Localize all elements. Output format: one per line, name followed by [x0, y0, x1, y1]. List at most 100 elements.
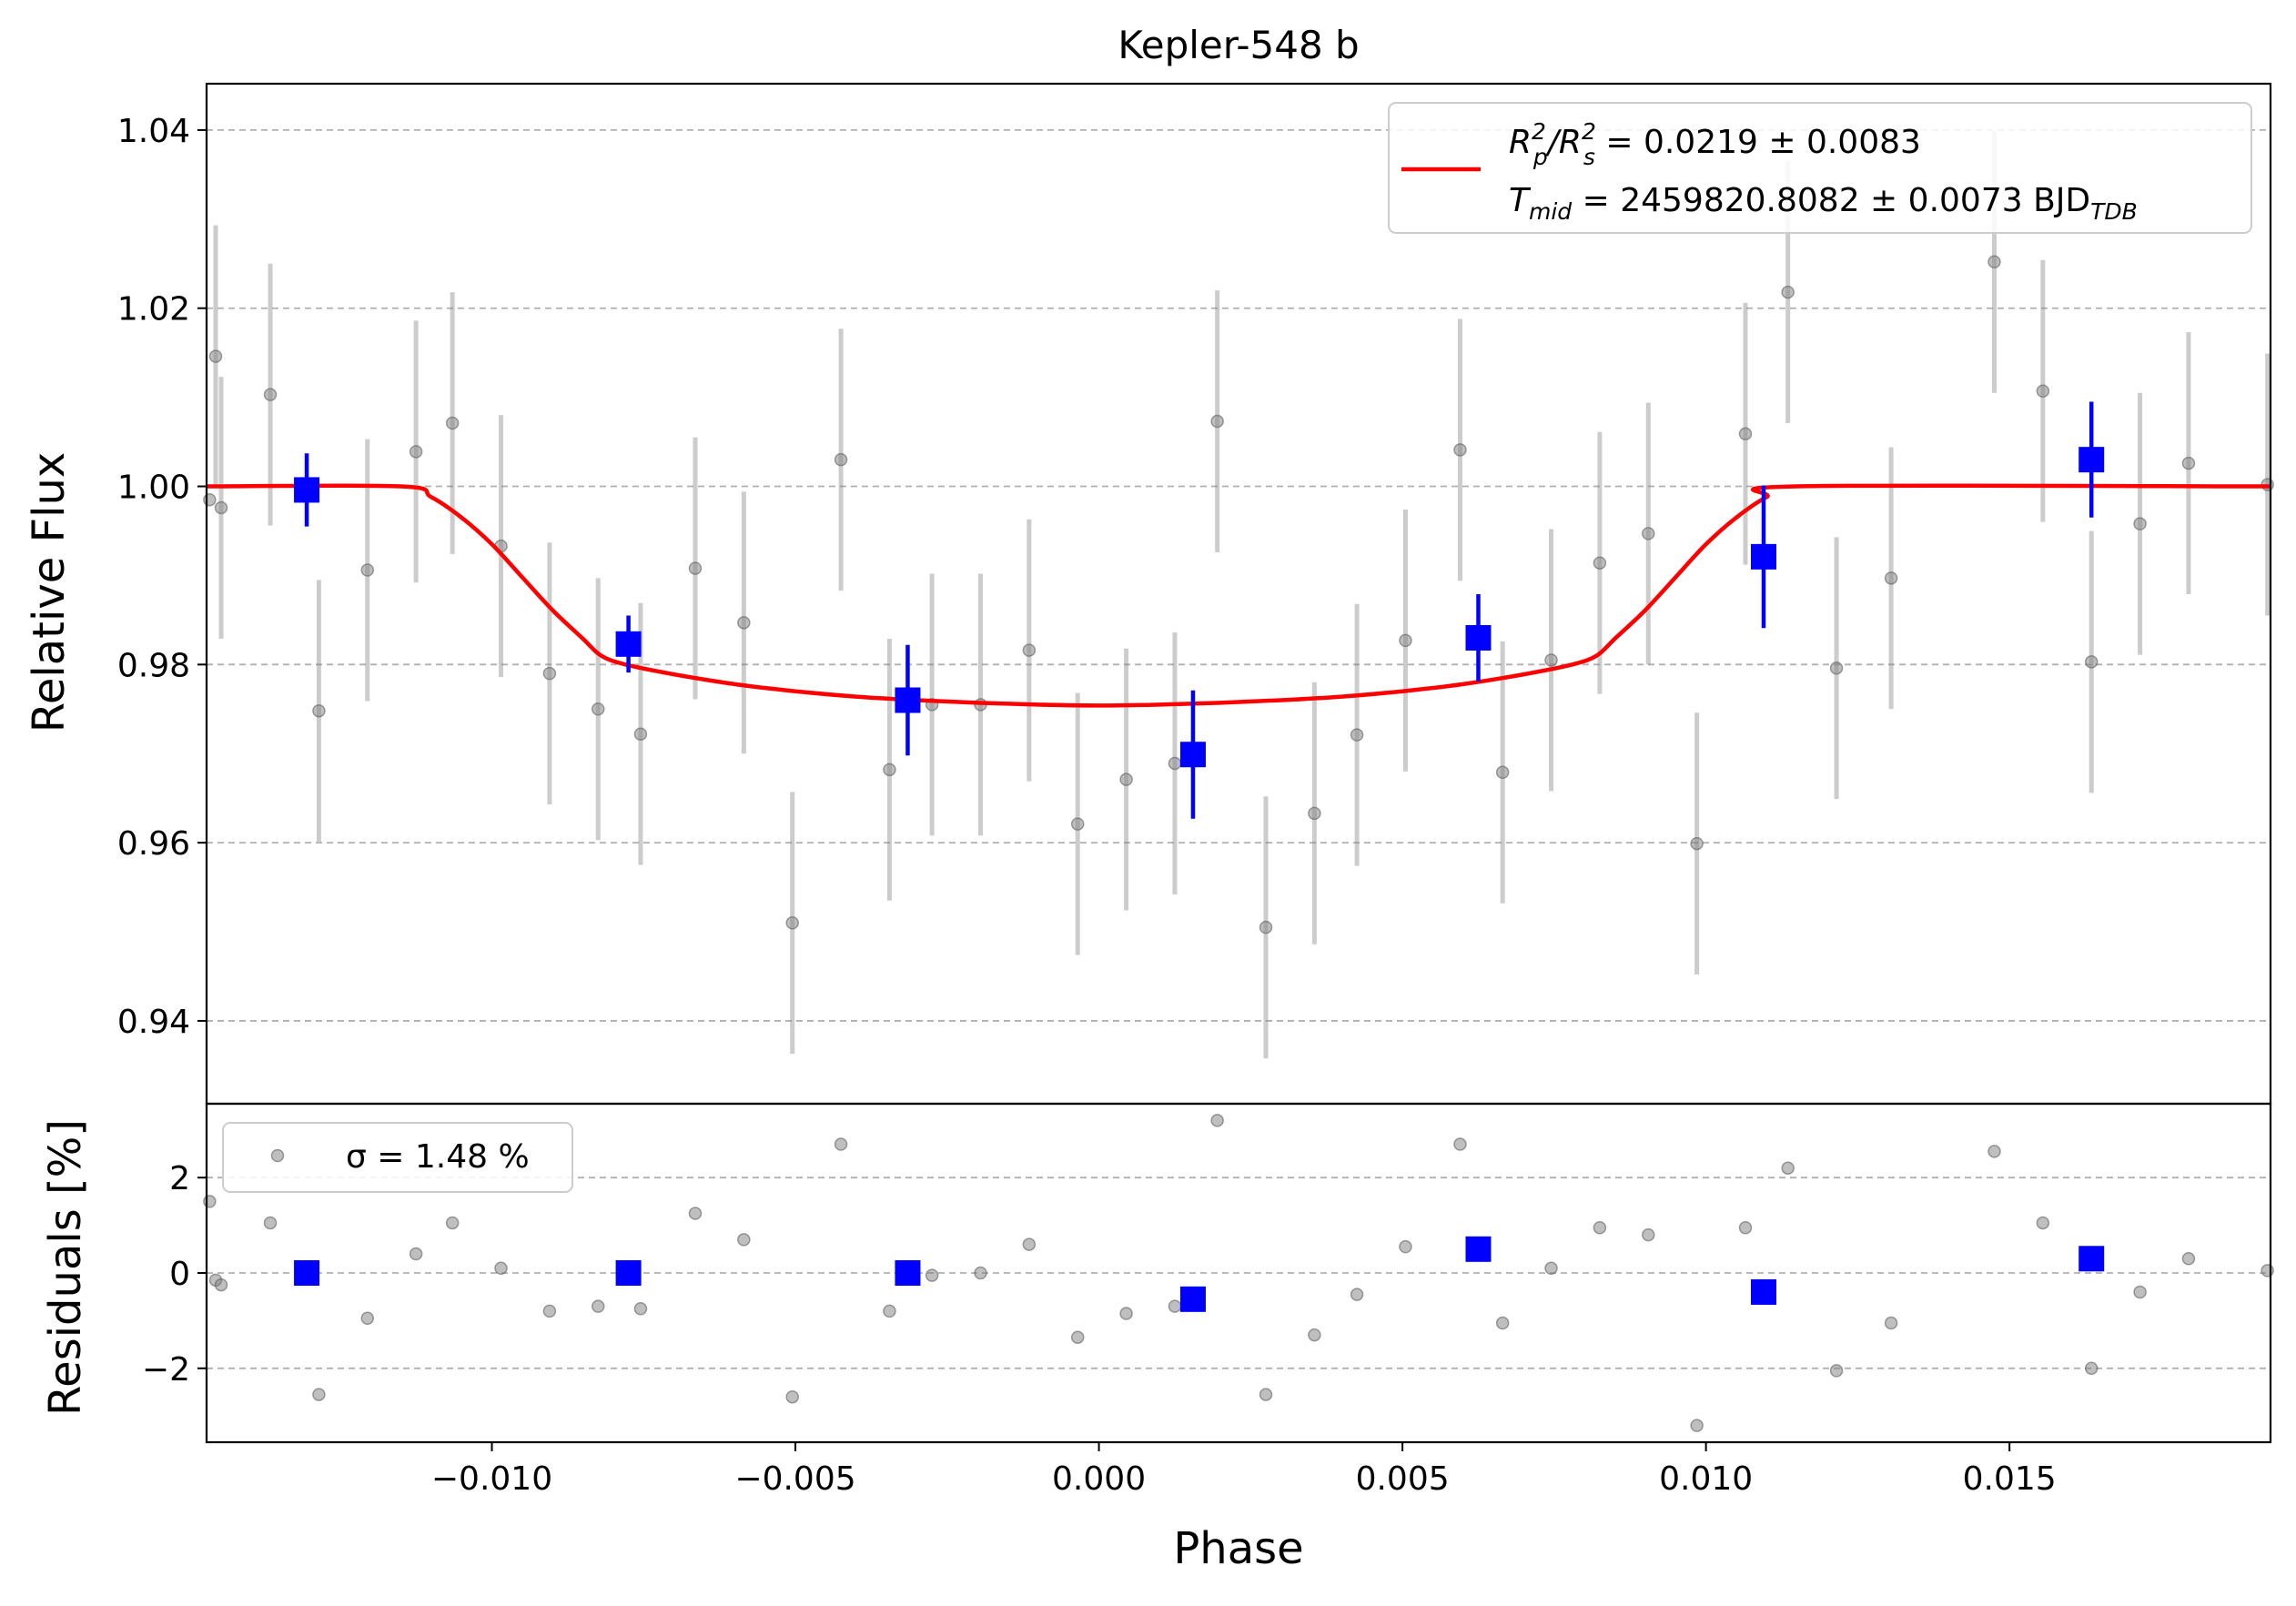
data-point	[1988, 255, 2001, 269]
residual-point	[494, 1261, 508, 1276]
bottom-y-tick-label: 2	[169, 1160, 190, 1197]
residual-point	[1738, 1220, 1753, 1235]
x-tick-label: 0.015	[1963, 1460, 2057, 1498]
data-point	[1690, 836, 1704, 851]
top-y-tick-label: 0.94	[117, 1004, 190, 1041]
data-point	[214, 500, 228, 515]
x-tick-label: 0.005	[1356, 1460, 1450, 1498]
binned-point	[1751, 543, 1777, 570]
residual-point	[1593, 1220, 1607, 1235]
data-point	[1308, 806, 1321, 821]
residual-point	[409, 1247, 423, 1261]
binned-residual-point	[2079, 1246, 2105, 1272]
binned-residual-point	[1179, 1286, 1206, 1312]
data-point	[737, 616, 751, 630]
residual-point	[1495, 1316, 1510, 1330]
residual-point	[214, 1278, 228, 1292]
data-point	[1119, 773, 1133, 786]
data-point	[1259, 920, 1273, 934]
residual-point	[883, 1304, 896, 1318]
binned-residual-point	[615, 1260, 642, 1286]
top-legend-box	[1388, 102, 2252, 234]
residual-point	[1453, 1137, 1467, 1151]
residual-point	[974, 1266, 987, 1280]
data-point	[1884, 571, 1898, 585]
residual-point	[1350, 1288, 1364, 1301]
residual-point	[688, 1207, 703, 1220]
residual-point	[925, 1268, 939, 1282]
bottom-y-tick-label: −2	[142, 1351, 190, 1389]
top-legend: R2 p/R2 s = 0.0219 ± 0.0083 Tmid = 2459820…	[1388, 102, 2252, 234]
residual-point	[1781, 1161, 1795, 1175]
data-point	[633, 727, 648, 741]
residual-point	[2261, 1264, 2274, 1278]
residual-point	[1070, 1330, 1085, 1344]
data-point	[445, 416, 460, 430]
data-point	[2133, 517, 2147, 530]
data-point	[1593, 556, 1607, 570]
data-point	[1022, 643, 1037, 657]
data-point	[2181, 456, 2196, 470]
data-point	[1070, 817, 1085, 831]
binned-point	[1179, 742, 1206, 768]
legend-residual-marker	[270, 1148, 285, 1163]
data-point	[1453, 443, 1467, 457]
data-point	[688, 561, 703, 575]
residual-point	[445, 1216, 460, 1230]
data-point	[834, 452, 848, 467]
data-point	[1544, 653, 1558, 667]
binned-residual-point	[294, 1260, 320, 1286]
residual-point	[1642, 1227, 1655, 1242]
residual-point	[312, 1388, 326, 1401]
residual-point	[542, 1304, 557, 1318]
x-axis-label: Phase	[1173, 1523, 1303, 1574]
data-point	[263, 388, 278, 401]
bottom-y-axis-label: Residuals [%]	[40, 1119, 91, 1416]
data-point	[2084, 655, 2099, 669]
residual-point	[2181, 1252, 2196, 1266]
data-point	[1495, 765, 1510, 780]
top-panel-y-ticks: 0.94 0.96 0.98 1.00 1.02 1.04	[117, 113, 207, 1041]
top-panel-binned	[294, 401, 2105, 819]
bottom-y-tick-label: 0	[169, 1256, 190, 1293]
x-tick-label: 0.010	[1659, 1460, 1753, 1498]
binned-point	[1465, 624, 1492, 651]
residual-point	[1690, 1419, 1704, 1432]
data-point	[208, 349, 223, 363]
data-point	[203, 492, 217, 507]
residual-point	[1259, 1388, 1273, 1401]
data-point	[883, 763, 896, 777]
top-y-tick-label: 0.98	[117, 647, 190, 684]
residual-point	[1168, 1299, 1182, 1313]
residual-point	[785, 1389, 799, 1404]
binned-residual-point	[1465, 1236, 1492, 1262]
x-tick-label: 0.000	[1052, 1460, 1146, 1498]
top-y-axis-label: Relative Flux	[24, 452, 75, 733]
top-y-tick-label: 1.00	[117, 470, 190, 507]
binned-residual-point	[895, 1260, 921, 1286]
data-point	[1781, 285, 1795, 299]
residual-point	[1119, 1307, 1133, 1320]
data-point	[312, 703, 326, 718]
residual-point	[592, 1299, 605, 1313]
chart-title: Kepler-548 b	[1118, 23, 1359, 67]
bottom-panel-binned	[294, 1236, 2105, 1312]
residual-point	[1308, 1328, 1321, 1342]
binned-point	[294, 477, 320, 503]
residual-point	[1544, 1261, 1558, 1276]
x-tick-label: −0.005	[734, 1460, 855, 1498]
data-point	[1210, 414, 1224, 429]
transit-model-line	[206, 483, 2271, 708]
bottom-legend-box	[222, 1122, 573, 1193]
x-tick-label: −0.010	[431, 1460, 552, 1498]
binned-point	[895, 687, 921, 713]
residual-point	[633, 1302, 648, 1316]
data-point	[360, 563, 375, 577]
residual-point	[1210, 1114, 1224, 1127]
binned-point	[615, 631, 642, 657]
data-point	[2036, 384, 2050, 399]
data-point	[542, 666, 557, 681]
data-point	[1168, 756, 1182, 771]
